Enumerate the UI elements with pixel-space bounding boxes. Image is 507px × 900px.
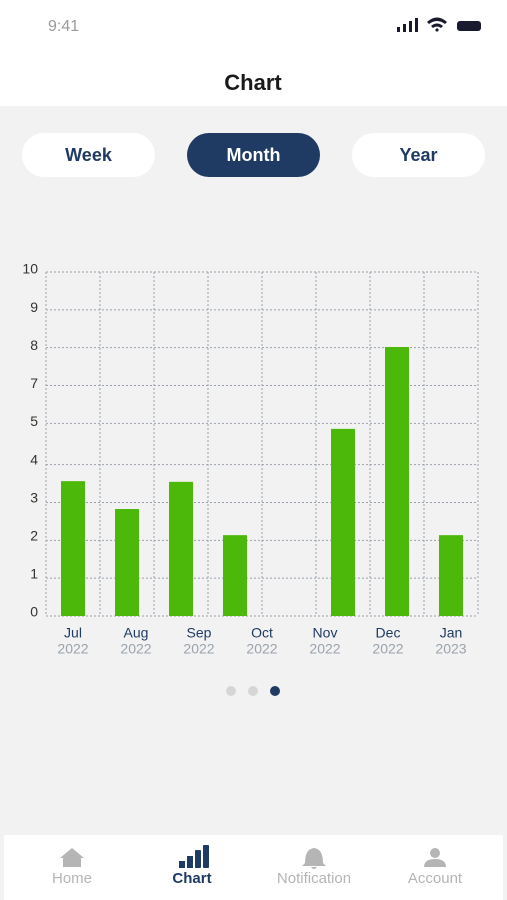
bar (385, 346, 409, 616)
status-time: 9:41 (48, 18, 79, 35)
x-tick-year: 2022 (246, 641, 277, 657)
x-tick-year: 2022 (309, 641, 340, 657)
y-tick-label: 7 (30, 375, 38, 391)
bar (223, 535, 247, 616)
x-tick-year: 2022 (120, 641, 151, 657)
tab-label[interactable]: Week (65, 145, 113, 165)
page-title: Chart (224, 70, 282, 95)
tab-label[interactable]: Year (399, 145, 437, 165)
x-tick-label: Sep (187, 625, 212, 641)
nav-label[interactable]: Chart (172, 870, 211, 887)
tab-label[interactable]: Month (227, 145, 281, 165)
bar (331, 428, 355, 616)
header-bg (0, 0, 507, 106)
nav-label[interactable]: Home (52, 870, 92, 887)
bar (61, 481, 85, 616)
tab-button[interactable] (22, 133, 155, 177)
x-tick-year: 2022 (183, 641, 214, 657)
y-tick-label: 8 (30, 337, 38, 353)
tab-button[interactable] (187, 133, 320, 177)
tab-button[interactable] (352, 133, 485, 177)
bar (169, 481, 193, 616)
y-tick-label: 3 (30, 489, 38, 505)
status-icons (397, 17, 481, 32)
y-tick-label: 2 (30, 527, 38, 543)
y-tick-label: 1 (30, 566, 38, 582)
x-tick-label: Oct (251, 625, 273, 641)
nav-bar (4, 835, 503, 900)
nav-label[interactable]: Account (408, 870, 463, 887)
y-tick-label: 9 (30, 299, 38, 315)
nav-label[interactable]: Notification (277, 870, 351, 887)
x-tick-label: Jan (440, 625, 463, 641)
x-tick-label: Aug (124, 625, 149, 641)
y-tick-label: 0 (30, 604, 38, 620)
page-dots (226, 686, 280, 696)
nav-icons (60, 845, 446, 869)
bar (439, 535, 463, 616)
x-tick-year: 2022 (57, 641, 88, 657)
x-tick-year: 2022 (372, 641, 403, 657)
x-tick-year: 2023 (435, 641, 466, 657)
y-tick-label: 4 (30, 451, 38, 467)
bar (115, 509, 139, 616)
x-tick-label: Nov (313, 625, 338, 641)
y-tick-label: 5 (30, 413, 38, 429)
x-tick-label: Jul (64, 625, 82, 641)
y-tick-label: 10 (22, 261, 38, 277)
x-tick-label: Dec (376, 625, 401, 641)
